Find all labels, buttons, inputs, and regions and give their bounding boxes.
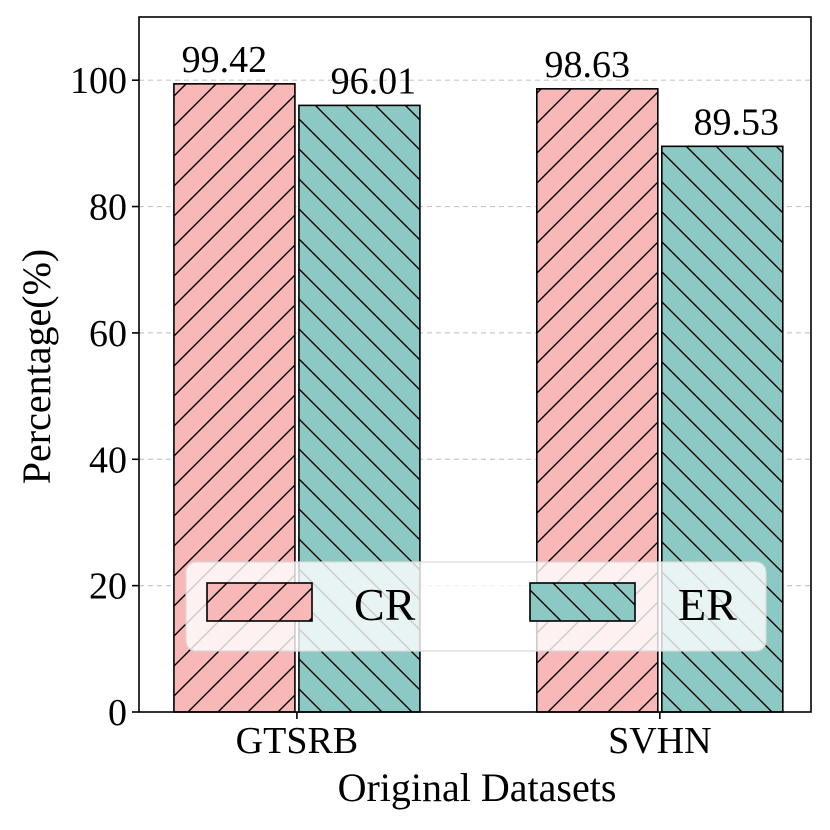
legend-swatch-hatch xyxy=(206,582,313,622)
plot-frame xyxy=(138,16,812,713)
y-tick-label: 40 xyxy=(89,439,127,481)
bar-value-label: 98.63 xyxy=(545,44,631,86)
legend: CR ER xyxy=(185,561,767,652)
legend-label-er: ER xyxy=(678,579,737,630)
x-tick-label: SVHN xyxy=(608,720,711,762)
x-axis-title: Original Datasets xyxy=(338,765,617,810)
bar-value-label: 89.53 xyxy=(694,101,780,143)
bar-value-label: 99.42 xyxy=(182,39,268,81)
y-tick-label: 80 xyxy=(89,187,127,229)
y-tick-label: 60 xyxy=(89,313,127,355)
bar-value-labels: 99.42 96.01 98.63 89.53 xyxy=(182,39,779,143)
legend-label-cr: CR xyxy=(354,579,416,630)
bar-value-label: 96.01 xyxy=(331,60,417,102)
y-tick-label: 100 xyxy=(70,60,127,102)
y-tick-label: 20 xyxy=(89,566,127,608)
axis-ticks: 0 20 40 60 80 100 GTSRB SVHN xyxy=(70,60,712,762)
y-tick-label: 0 xyxy=(108,692,127,734)
y-axis-title: Percentage(%) xyxy=(14,249,59,484)
x-tick-label: GTSRB xyxy=(236,720,358,762)
legend-swatch-hatch xyxy=(529,582,636,622)
